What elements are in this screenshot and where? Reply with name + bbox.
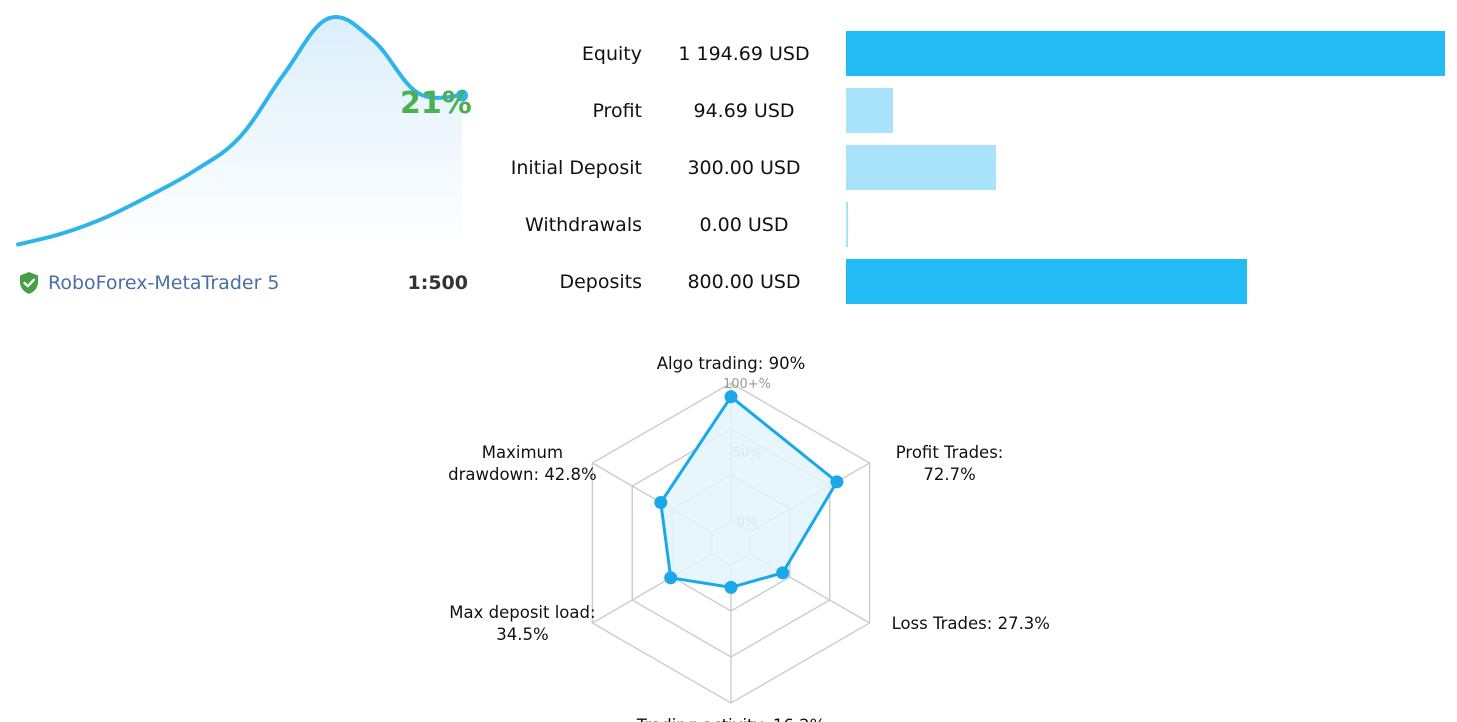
radar-axis-label: Algo trading: 90% — [657, 354, 806, 373]
stat-row-withdrawals: Withdrawals 0.00 USD — [0, 202, 1457, 248]
account-name[interactable]: RoboForex-MetaTrader 5 — [48, 272, 280, 294]
stat-row-initial-deposit: Initial Deposit 300.00 USD — [0, 145, 1457, 191]
radar-tick-label: 100+% — [723, 377, 771, 392]
verified-shield-icon — [20, 272, 38, 294]
stat-bar — [846, 259, 1248, 304]
stat-value: 300.00 USD — [687, 157, 801, 179]
radar-series-polygon — [659, 394, 839, 589]
radar-point — [654, 495, 668, 509]
stat-bar — [846, 202, 848, 247]
radar-axis-label: Maximum drawdown: 42.8% — [448, 443, 597, 484]
stat-row-profit: Profit 94.69 USD — [0, 88, 1457, 134]
radar-axis-label: Loss Trades: 27.3% — [892, 614, 1050, 633]
account-link[interactable]: RoboForex-MetaTrader 5 — [18, 268, 280, 298]
growth-area — [18, 16, 462, 251]
stat-value: 1 194.69 USD — [678, 43, 810, 65]
radar-axis-labels: Algo trading: 90% Profit Trades: 72.7% Loss… — [448, 354, 1050, 722]
radar-axis-label: Max deposit load: 34.5% — [449, 603, 595, 644]
stat-row-deposits: Deposits 800.00 USD — [0, 259, 1457, 305]
stat-label: Equity — [581, 43, 642, 65]
stat-value: 0.00 USD — [699, 214, 789, 236]
radar-point — [724, 390, 738, 404]
growth-line — [16, 14, 464, 247]
stat-bar — [846, 145, 997, 190]
radar-chart: 0%50%100+% Algo trading: 90%Profit Trade… — [448, 354, 1050, 722]
stat-label: Deposits — [559, 271, 642, 293]
radar-axis-label: Trading activity: 16.2% — [636, 716, 826, 722]
radar-point — [830, 475, 844, 489]
growth-percent: 21% — [400, 86, 472, 121]
radar-points — [654, 390, 844, 594]
stat-row-equity: Equity 1 194.69 USD — [0, 31, 1457, 77]
stat-label: Profit — [592, 100, 642, 122]
growth-chart — [16, 14, 468, 251]
stat-label: Withdrawals — [524, 214, 642, 236]
radar-axis-label: Profit Trades: 72.7% — [896, 443, 1004, 484]
stat-bar — [846, 31, 1445, 76]
stat-value: 94.69 USD — [693, 100, 795, 122]
leverage: 1:500 — [407, 272, 468, 294]
growth-end-marker — [456, 89, 468, 102]
stat-value: 800.00 USD — [687, 271, 801, 293]
radar-point — [664, 571, 678, 585]
radar-point — [724, 580, 738, 594]
stat-bar — [846, 88, 894, 133]
radar-point — [776, 566, 790, 580]
stat-label: Initial Deposit — [510, 157, 642, 179]
